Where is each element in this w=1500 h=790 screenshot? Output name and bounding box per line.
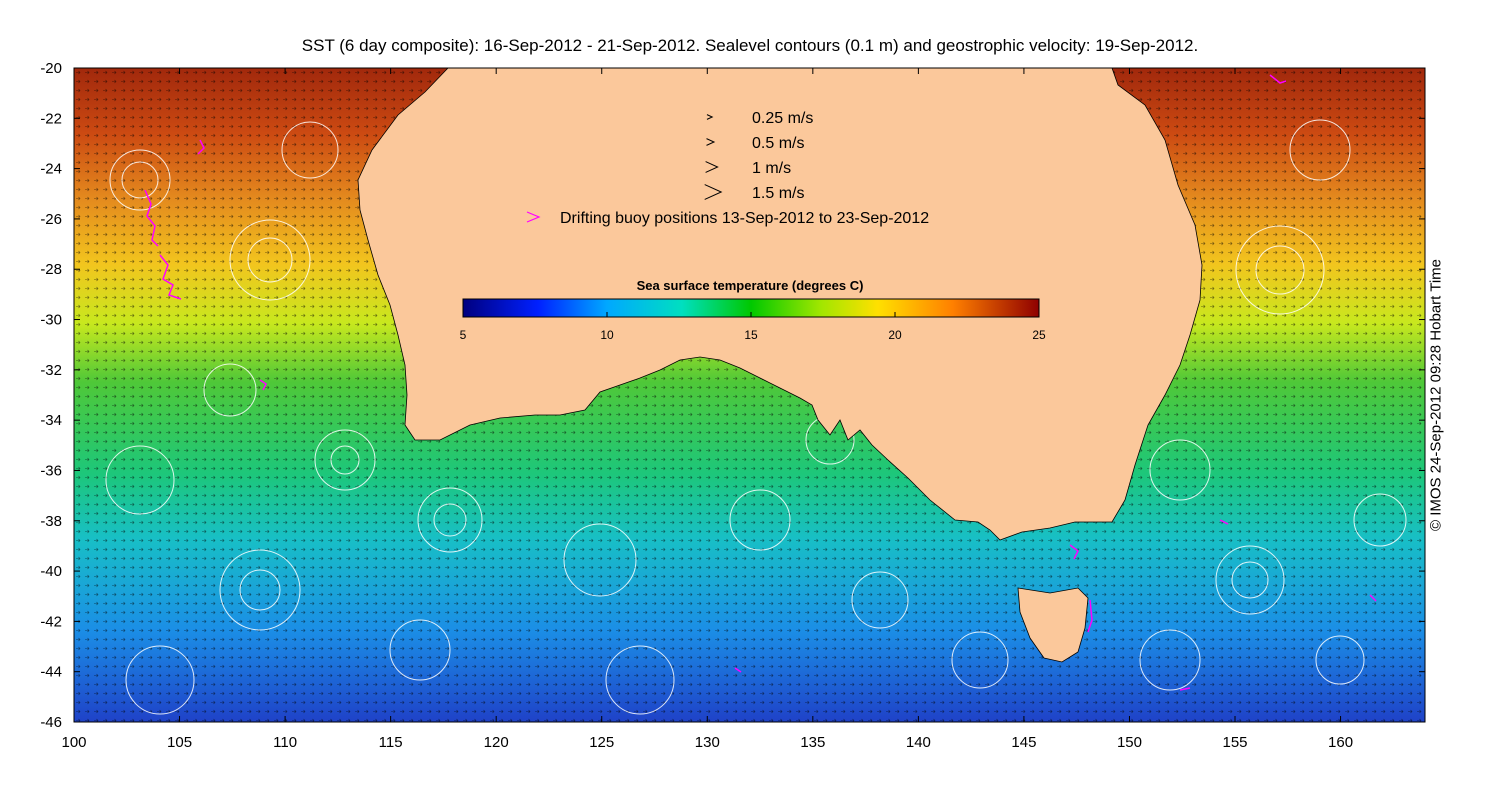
- y-tick-label: -38: [40, 513, 62, 530]
- colorbar-tick-label: 20: [888, 328, 902, 342]
- y-tick-label: -22: [40, 110, 62, 127]
- drifting-buoy-tracks: [144, 74, 1377, 691]
- y-tick-label: -26: [40, 211, 62, 228]
- y-tick-label: -36: [40, 462, 62, 479]
- velocity-arrow-icon: [704, 184, 723, 200]
- y-axis: -20 -22 -24 -26 -28 -30 -32 -34 -36 -38 -40 -42 -44 -…: [40, 60, 1425, 731]
- velocity-arrow-icon: [706, 138, 716, 146]
- y-tick-label: -24: [40, 161, 62, 178]
- x-tick-label: 145: [1011, 734, 1036, 751]
- sealevel-contours: [105, 119, 1407, 715]
- buoy-marker-icon: [526, 211, 541, 223]
- x-tick-label: 110: [273, 734, 297, 751]
- x-tick-label: 130: [695, 734, 720, 751]
- x-axis: 100 105 110 115 120 125 130 135 140 145 150 155 160: [61, 68, 1353, 751]
- plot-frame: [73, 67, 1426, 723]
- y-tick-label: -40: [40, 563, 62, 580]
- colorbar-ticks: 5 10 15 20 25: [460, 312, 1046, 342]
- velocity-legend-label: 0.5 m/s: [752, 135, 804, 152]
- velocity-legend-label: 0.25 m/s: [752, 110, 813, 127]
- tasmania: [1017, 587, 1089, 663]
- x-tick-label: 155: [1223, 734, 1248, 751]
- y-tick-label: -28: [40, 261, 62, 278]
- x-tick-label: 160: [1328, 734, 1353, 751]
- velocity-legend: 0.25 m/s 0.5 m/s 1 m/s 1.5 m/s: [704, 110, 813, 202]
- x-tick-label: 125: [589, 734, 614, 751]
- x-tick-label: 135: [800, 734, 825, 751]
- x-tick-label: 140: [906, 734, 931, 751]
- velocity-legend-label: 1.5 m/s: [752, 185, 804, 202]
- x-tick-label: 105: [167, 734, 192, 751]
- y-tick-label: -44: [40, 664, 62, 681]
- colorbar-tick-label: 5: [460, 328, 467, 342]
- velocity-legend-label: 1 m/s: [752, 160, 791, 177]
- map-title: SST (6 day composite): 16-Sep-2012 - 21-…: [301, 36, 1199, 55]
- y-tick-label: -32: [40, 362, 62, 379]
- y-tick-label: -46: [40, 714, 62, 731]
- colorbar-tick-label: 25: [1032, 328, 1046, 342]
- y-tick-label: -34: [40, 412, 62, 429]
- velocity-arrow-icon: [706, 114, 714, 120]
- buoy-legend-label: Drifting buoy positions 13-Sep-2012 to 2…: [560, 210, 929, 227]
- colorbar-title: Sea surface temperature (degrees C): [637, 278, 864, 293]
- colorbar-tick-label: 15: [744, 328, 758, 342]
- x-tick-label: 150: [1117, 734, 1142, 751]
- buoy-legend: Drifting buoy positions 13-Sep-2012 to 2…: [526, 210, 929, 227]
- y-tick-label: -42: [40, 613, 62, 630]
- copyright-credit: © IMOS 24-Sep-2012 09:28 Hobart Time: [1427, 258, 1445, 532]
- velocity-arrow-icon: [705, 161, 719, 173]
- y-tick-label: -20: [40, 60, 62, 77]
- colorbar-tick-label: 10: [600, 328, 614, 342]
- x-tick-label: 120: [484, 734, 509, 751]
- x-tick-label: 115: [379, 734, 403, 751]
- colorbar: Sea surface temperature (degrees C) 5 10 1…: [460, 278, 1046, 342]
- plot-area: [74, 68, 1425, 722]
- y-tick-label: -30: [40, 312, 62, 329]
- x-tick-label: 100: [61, 734, 86, 751]
